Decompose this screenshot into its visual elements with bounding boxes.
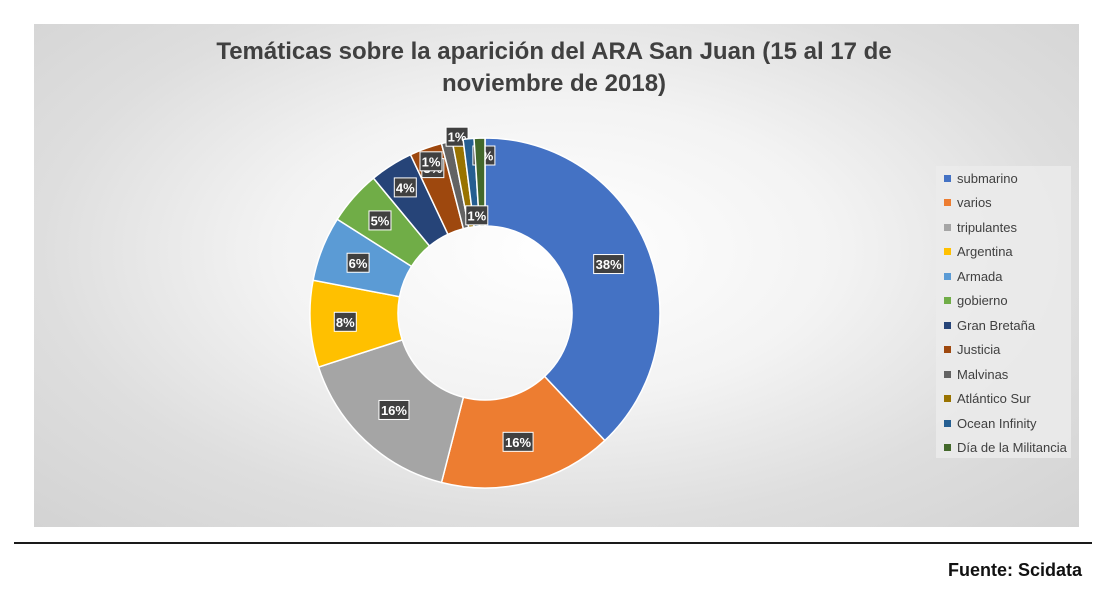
legend-label: tripulantes	[957, 219, 1017, 235]
legend-item: Atlántico Sur	[944, 389, 1031, 409]
legend-swatch	[944, 444, 951, 451]
legend-item: Ocean Infinity	[944, 413, 1037, 433]
legend-swatch	[944, 199, 951, 206]
data-label-text: 8%	[336, 315, 355, 330]
data-label: 6%	[346, 252, 370, 273]
legend-item: submarino	[944, 168, 1018, 188]
legend-item: Justicia	[944, 340, 1000, 360]
legend-item: Argentina	[944, 242, 1013, 262]
data-label: 38%	[593, 254, 625, 275]
data-label: 16%	[502, 431, 534, 452]
legend-item: Malvinas	[944, 364, 1008, 384]
chart-title: Temáticas sobre la aparición del ARA San…	[216, 38, 892, 97]
divider	[14, 542, 1092, 544]
data-label: 5%	[368, 210, 392, 231]
legend-item: varios	[944, 193, 992, 213]
slice-submarino	[484, 137, 661, 442]
legend-swatch	[944, 248, 951, 255]
legend-label: gobierno	[957, 293, 1008, 308]
legend-label: Argentina	[957, 244, 1013, 259]
legend-swatch	[944, 174, 951, 182]
chart-legend: submarino varios tripulantes Argentina Armad…	[936, 166, 1071, 458]
legend-swatch	[944, 395, 951, 402]
data-label-text: 4%	[396, 180, 415, 195]
data-label-text: 1%	[448, 130, 467, 145]
data-label-text: 6%	[349, 256, 368, 271]
legend-swatch	[944, 370, 951, 378]
data-label-text: 16%	[381, 403, 407, 418]
source-note: Fuente: Scidata	[947, 560, 1082, 580]
legend-swatch	[944, 321, 951, 329]
data-label: 16%	[378, 399, 410, 420]
legend-swatch	[944, 346, 951, 353]
legend-label: submarino	[957, 170, 1018, 186]
legend-label: Ocean Infinity	[957, 415, 1037, 431]
legend-swatch	[944, 272, 951, 280]
legend-label: Atlántico Sur	[957, 391, 1031, 406]
data-label-text: 16%	[505, 435, 531, 450]
legend-item: tripulantes	[944, 217, 1017, 237]
legend-label: Armada	[957, 268, 1003, 284]
chart-area: Temáticas sobre la aparición del ARA San…	[34, 24, 1079, 527]
legend-item: Armada	[944, 266, 1003, 286]
slice-día-de-la-militancia	[473, 137, 486, 227]
data-label: 1%	[465, 205, 489, 226]
legend-swatch	[944, 223, 951, 231]
legend-label: Gran Bretaña	[957, 317, 1036, 333]
legend-item: Gran Bretaña	[944, 315, 1035, 335]
data-label-text: 38%	[596, 257, 622, 272]
donut-chart: 38%16%16%8%6%5%4%3%1%1%1%1%	[309, 126, 661, 489]
legend-swatch	[944, 419, 951, 427]
data-label: 1%	[419, 151, 443, 172]
legend-label: Malvinas	[957, 366, 1009, 382]
data-label-text: 1%	[467, 208, 486, 223]
data-label-text: 1%	[422, 154, 441, 169]
data-label-text: 5%	[371, 213, 390, 228]
data-label: 8%	[333, 311, 357, 332]
legend-item: Día de la Militancia	[944, 438, 1067, 458]
legend-label: varios	[957, 195, 992, 210]
legend-item: gobierno	[944, 291, 1008, 311]
legend-label: Justicia	[957, 342, 1001, 357]
data-label: 4%	[393, 177, 417, 198]
legend-swatch	[944, 297, 951, 304]
legend-label: Día de la Militancia	[957, 440, 1067, 455]
